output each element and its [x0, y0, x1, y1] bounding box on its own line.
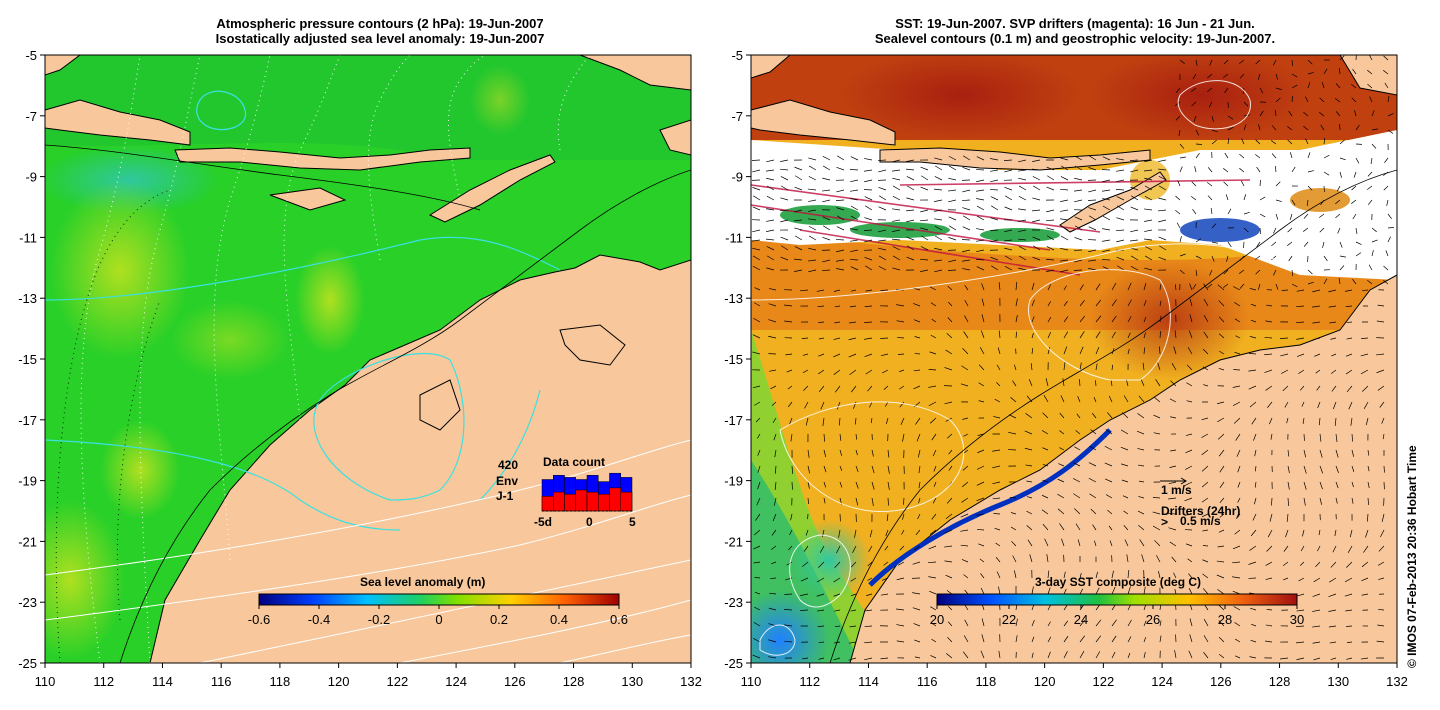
axis-ticks: 110 112 114 116 118 120 122 124 126 128 130 132 -5 -7… [18, 48, 1408, 689]
cloud-mask [751, 130, 1397, 280]
left-lon-tick-124: 124 [445, 674, 467, 689]
right-lat-tick--21: -21 [724, 534, 743, 549]
right-lon-tick-116: 116 [917, 674, 938, 689]
right-lat-tick--15: -15 [724, 352, 743, 367]
sea-level-colorbar-tick--0.6: -0.6 [248, 612, 270, 627]
right-lat-tick--23: -23 [724, 595, 743, 610]
left-lon-tick-130: 130 [621, 674, 643, 689]
left-lon-tick-120: 120 [328, 674, 350, 689]
right-lon-tick-118: 118 [976, 674, 997, 689]
right-lon-tick-122: 122 [1093, 674, 1115, 689]
sea-level-colorbar-tick--0.4: -0.4 [308, 612, 330, 627]
right-lon-tick-112: 112 [799, 674, 820, 689]
velocity-key-label: 1 m/s [1161, 483, 1192, 497]
java-island [45, 99, 191, 146]
left-lat-tick--11: -11 [19, 230, 37, 245]
inset-j1-bar [620, 491, 633, 512]
left-lat-tick--25: -25 [18, 656, 37, 671]
right-lat-tick--25: -25 [724, 656, 743, 671]
right-title-line1: SST: 19-Jun-2007. SVP drifters (magenta)… [895, 16, 1255, 31]
velocity-key: 1 m/s Drifters (24hr) > 0.5 m/s [1160, 477, 1240, 529]
left-lon-tick-132: 132 [680, 674, 702, 689]
data-count-inset: Data count 420 Env J-1 -5d 0 5 [496, 455, 636, 529]
inset-xtick-end: 5 [629, 515, 636, 529]
inset-j1-bar [564, 493, 576, 512]
inset-j1-bar [553, 491, 565, 512]
sst-colorbar-tick-30: 30 [1290, 612, 1304, 627]
right-lon-tick-130: 130 [1327, 674, 1349, 689]
right-lon-tick-114: 114 [858, 674, 879, 689]
left-lat-tick--19: -19 [18, 474, 37, 489]
sea-level-colorbar-tick-0.6: 0.6 [610, 612, 628, 627]
inset-bars [541, 472, 633, 512]
right-title-line2: Sealevel contours (0.1 m) and geostrophi… [874, 31, 1276, 46]
left-lon-tick-110: 110 [35, 674, 56, 689]
sea-level-colorbar-tick--0.2: -0.2 [368, 612, 390, 627]
right-lat-tick--9: -9 [731, 170, 743, 185]
left-lat-tick--17: -17 [18, 413, 37, 428]
left-lat-tick--23: -23 [18, 595, 37, 610]
right-lat-tick--13: -13 [724, 291, 743, 306]
right-lon-tick-126: 126 [1210, 674, 1232, 689]
right-lat-tick--5: -5 [731, 48, 743, 63]
inset-title: Data count [543, 455, 605, 469]
drifters-key-speed: 0.5 m/s [1180, 514, 1221, 528]
left-lat-tick--9: -9 [25, 170, 37, 185]
inset-j1-bar [541, 496, 554, 512]
inset-j1-bar [609, 487, 621, 512]
inset-j1-bar [598, 493, 610, 512]
sea-level-colorbar: Sea level anomaly (m) -0.6 -0.4 -0.2 0 0.2 0.… [248, 575, 628, 627]
sea-level-colorbar-tick-0.2: 0.2 [490, 612, 508, 627]
inset-j1-bar [586, 491, 599, 512]
right-lat-tick--11: -11 [725, 230, 743, 245]
left-map [45, 55, 691, 663]
right-lon-tick-110: 110 [741, 674, 762, 689]
left-lon-tick-112: 112 [93, 674, 114, 689]
sst-colorbar-tick-24: 24 [1074, 612, 1088, 627]
sst-colorbar-tick-28: 28 [1218, 612, 1232, 627]
left-lat-tick--13: -13 [18, 291, 37, 306]
sst-colorbar-tick-22: 22 [1002, 612, 1016, 627]
australia-land [149, 254, 691, 663]
right-lat-tick--19: -19 [724, 474, 743, 489]
inset-xtick-start: -5d [534, 515, 552, 529]
left-lon-tick-114: 114 [152, 674, 173, 689]
left-title-line2: Isostatically adjusted sea level anomaly… [215, 31, 545, 46]
sst-colorbar-tick-20: 20 [930, 612, 944, 627]
sst-colorbar-tick-26: 26 [1146, 612, 1160, 627]
right-lat-tick--7: -7 [731, 109, 743, 124]
left-lat-tick--15: -15 [18, 352, 37, 367]
credit-text: © IMOS 07-Feb-2013 20:36 Hobart Time [1405, 445, 1419, 668]
sst-colorbar-label: 3-day SST composite (deg C) [1035, 575, 1201, 589]
left-lon-tick-116: 116 [211, 674, 232, 689]
right-lon-tick-120: 120 [1034, 674, 1056, 689]
left-lat-tick--5: -5 [25, 48, 37, 63]
right-lat-tick--17: -17 [724, 413, 743, 428]
right-lon-tick-128: 128 [1269, 674, 1291, 689]
left-lat-tick--7: -7 [25, 109, 37, 124]
drifters-key-label: Drifters (24hr) [1161, 504, 1240, 518]
left-lat-tick--21: -21 [18, 534, 37, 549]
inset-j1-bar [575, 489, 588, 512]
left-title-line1: Atmospheric pressure contours (2 hPa): 1… [216, 16, 544, 31]
drifters-key-symbol: > [1161, 515, 1168, 529]
sea-level-colorbar-label: Sea level anomaly (m) [360, 575, 485, 589]
sea-level-colorbar-tick-0: 0 [435, 612, 442, 627]
sst-colorbar: 3-day SST composite (deg C) 20 22 24 26 28 30 [930, 575, 1304, 627]
inset-xtick-zero: 0 [586, 515, 593, 529]
left-lon-tick-118: 118 [270, 674, 291, 689]
inset-series-env: Env [496, 474, 518, 488]
inset-series-j1: J-1 [496, 489, 514, 503]
left-lon-tick-126: 126 [504, 674, 526, 689]
inset-count: 420 [498, 458, 518, 472]
left-lon-tick-122: 122 [387, 674, 409, 689]
right-lon-tick-124: 124 [1151, 674, 1173, 689]
right-map [751, 55, 1397, 663]
sea-level-colorbar-tick-0.4: 0.4 [550, 612, 568, 627]
left-map-title: Atmospheric pressure contours (2 hPa): 1… [60, 16, 700, 46]
left-lon-tick-128: 128 [563, 674, 585, 689]
right-lon-tick-132: 132 [1386, 674, 1408, 689]
right-map-title: SST: 19-Jun-2007. SVP drifters (magenta)… [750, 16, 1400, 46]
